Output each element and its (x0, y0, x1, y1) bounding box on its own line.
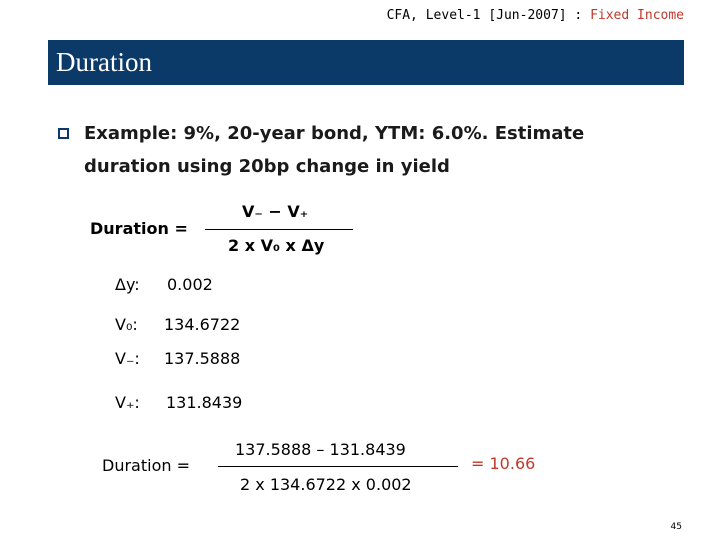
variable-value: 131.8439 (166, 393, 243, 412)
title-bar (48, 40, 684, 85)
variable-label: V₋: (115, 349, 140, 368)
variable-label: Δy: (115, 275, 140, 294)
formula-lhs: Duration = (90, 219, 188, 238)
formula-denominator: 2 x V₀ x Δy (228, 236, 325, 255)
header-course: CFA, Level-1 [Jun-2007] : (386, 8, 583, 23)
fraction-bar (218, 466, 458, 467)
variable-value: 0.002 (167, 275, 213, 294)
header: CFA, Level-1 [Jun-2007] : Fixed Income (387, 8, 684, 23)
bullet-text: duration using 20bp change in yield (84, 156, 450, 177)
computation-denominator: 2 x 134.6722 x 0.002 (240, 475, 412, 494)
computation-numerator: 137.5888 – 131.8439 (235, 440, 406, 459)
variable-value: 137.5888 (164, 349, 241, 368)
bullet-text: Example: 9%, 20-year bond, YTM: 6.0%. Es… (84, 123, 585, 144)
variable-label: V₀: (115, 315, 138, 334)
title: Duration (56, 47, 152, 77)
computation-result: = 10.66 (471, 454, 536, 473)
variable-value: 134.6722 (164, 315, 241, 334)
header-topic: Fixed Income (590, 8, 684, 23)
computation-lhs: Duration = (102, 456, 190, 475)
bullet-icon (58, 128, 69, 139)
variable-label: V₊: (115, 393, 140, 412)
formula-numerator: V₋ − V₊ (242, 202, 309, 221)
fraction-bar (205, 229, 353, 230)
page-number: 45 (670, 522, 682, 532)
